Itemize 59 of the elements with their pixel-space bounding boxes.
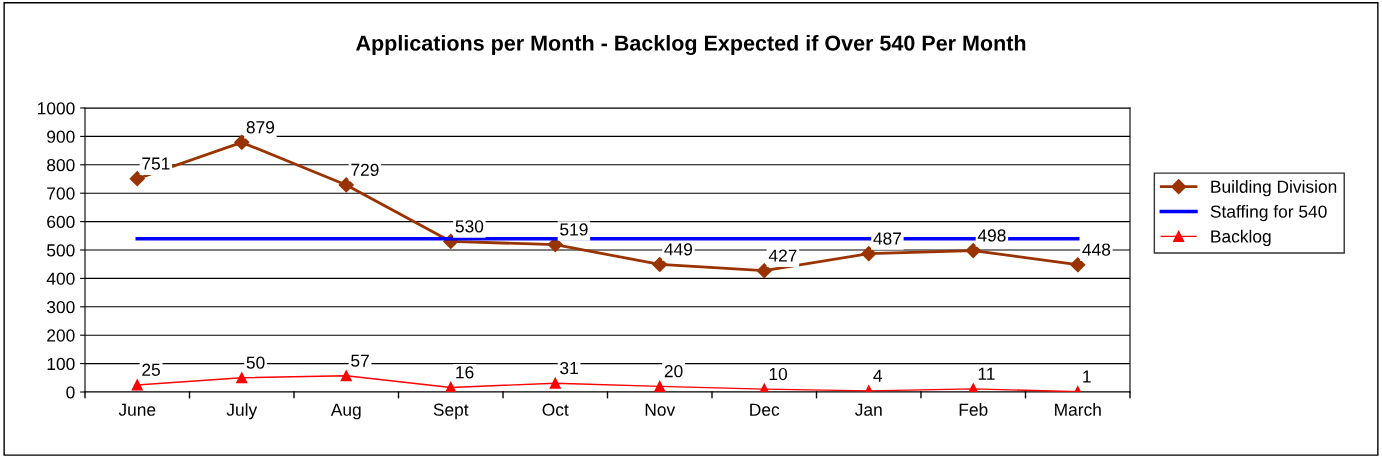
data-label: 20	[664, 365, 683, 378]
legend-label: Backlog	[1211, 229, 1271, 247]
point	[652, 256, 668, 273]
point	[547, 237, 563, 253]
point	[549, 377, 561, 389]
x-tick-label: Jan	[855, 403, 882, 416]
y-tick-label: 300	[46, 300, 75, 314]
y-tick-label: 0	[66, 386, 75, 399]
data-label: 448	[1082, 243, 1111, 256]
legend-label: Building Division	[1211, 180, 1337, 197]
x-tick-label: Sept	[433, 403, 469, 420]
x-tick-label: March	[1055, 403, 1101, 416]
point	[236, 372, 248, 384]
data-label: 519	[560, 223, 588, 236]
chart-title: Applications per Month - Backlog Expected if Over 540 Per Month	[356, 34, 1026, 56]
data-label: 50	[246, 356, 265, 369]
data-label: 427	[768, 249, 797, 262]
data-label: 729	[351, 163, 379, 176]
data-label: 530	[455, 220, 484, 233]
x-tick-label: June	[118, 403, 156, 416]
data-label: 4	[873, 369, 883, 382]
x-tick-label: Feb	[959, 403, 988, 416]
data-label: 751	[142, 157, 170, 170]
y-tick-label: 800	[47, 158, 75, 172]
x-tick-label: Aug	[330, 403, 361, 420]
y-tick-label: 200	[47, 329, 75, 342]
data-label: 1	[1083, 370, 1091, 383]
data-label: 11	[978, 367, 995, 380]
point	[1070, 257, 1086, 273]
data-label: 449	[664, 243, 693, 256]
y-tick-label: 400	[46, 272, 75, 285]
x-tick-label: Dec	[750, 403, 780, 416]
y-tick-label: 1000	[37, 102, 75, 115]
y-tick-label: 900	[47, 130, 75, 143]
point	[129, 171, 145, 187]
point	[131, 379, 143, 391]
point	[338, 177, 354, 193]
data-label: 10	[769, 367, 788, 381]
data-label: 31	[560, 361, 578, 375]
y-tick-label: 500	[47, 244, 75, 257]
x-tick-label: Oct	[542, 403, 569, 416]
point	[234, 134, 250, 150]
data-label: 487	[873, 232, 902, 245]
y-tick-label: 600	[47, 215, 75, 229]
point	[965, 242, 981, 259]
point	[340, 370, 352, 382]
y-tick-label: 100	[47, 357, 75, 371]
x-tick-label: Nov	[645, 403, 676, 416]
data-label: 498	[977, 229, 1006, 242]
data-label: 16	[456, 366, 474, 379]
y-tick-label: 700	[47, 187, 75, 200]
legend-label: Staffing for 540	[1210, 204, 1327, 222]
data-label: 25	[142, 363, 160, 376]
data-label: 57	[351, 354, 369, 367]
point	[861, 246, 877, 262]
x-tick-label: July	[226, 403, 258, 420]
data-label: 879	[246, 121, 275, 134]
point	[756, 263, 772, 279]
point	[654, 380, 666, 392]
